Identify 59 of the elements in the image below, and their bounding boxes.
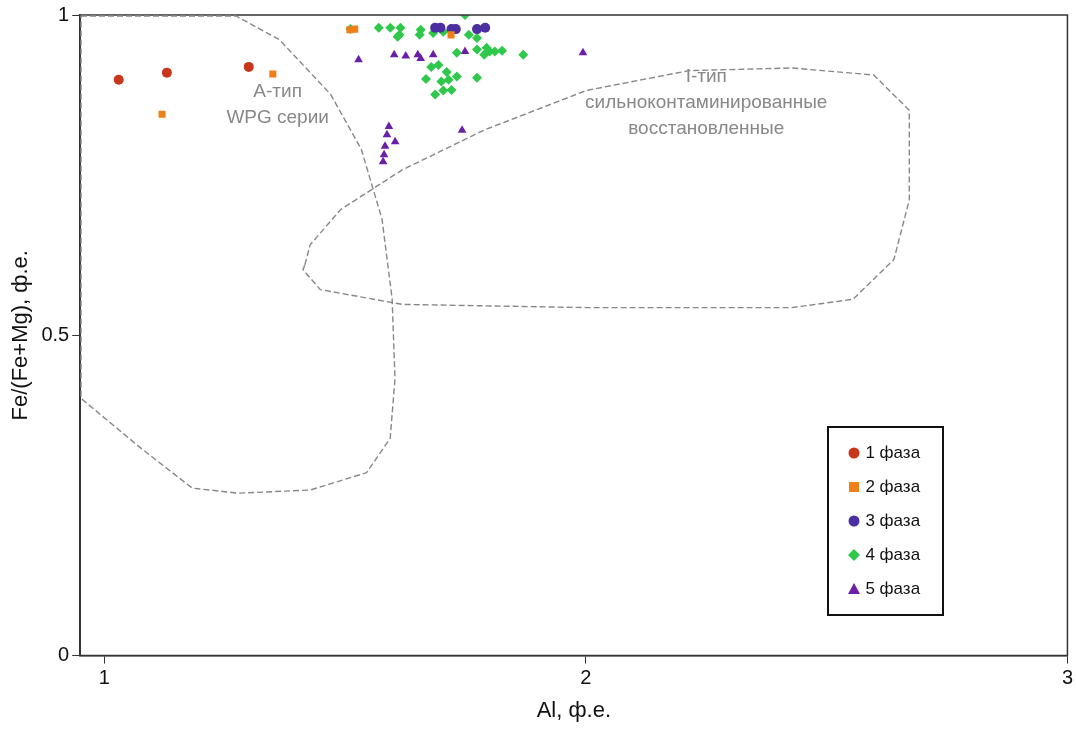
point xyxy=(438,85,449,96)
y-axis-title: Fe/(Fe+Mg), ф.е. xyxy=(7,250,33,421)
point xyxy=(518,49,529,60)
point xyxy=(451,71,462,82)
y-tick-label: 0.5 xyxy=(41,322,70,345)
y-tick-label: 1 xyxy=(58,2,70,25)
point xyxy=(497,45,508,56)
point xyxy=(578,47,588,56)
point xyxy=(113,74,124,85)
point xyxy=(472,24,483,35)
point xyxy=(436,76,447,87)
point xyxy=(416,53,426,62)
point xyxy=(430,89,441,100)
point xyxy=(378,156,388,165)
point xyxy=(472,33,483,44)
point xyxy=(158,110,166,118)
point xyxy=(354,54,363,63)
x-tick-label: 3 xyxy=(1061,666,1073,689)
point xyxy=(463,29,474,40)
point xyxy=(428,49,438,58)
point xyxy=(472,72,483,83)
point xyxy=(420,74,431,85)
point xyxy=(426,61,437,72)
x-tick-label: 2 xyxy=(580,666,592,689)
point xyxy=(447,31,455,39)
point xyxy=(451,47,462,58)
point xyxy=(401,51,411,59)
annotation: I-тип сильноконтаминированные восстановленные xyxy=(585,65,828,138)
point xyxy=(384,121,394,129)
point xyxy=(480,22,491,33)
point xyxy=(379,149,389,158)
point xyxy=(479,49,490,60)
point xyxy=(382,129,392,138)
y-tick-label: 0 xyxy=(58,643,70,666)
annotation: А-тип WPG серии xyxy=(226,79,329,127)
legend-label: 5 фаза xyxy=(865,578,921,599)
point xyxy=(389,49,399,58)
point xyxy=(441,67,452,78)
legend-label: 1 фаза xyxy=(865,442,921,463)
point xyxy=(373,22,384,33)
point xyxy=(472,44,483,55)
legend-label: 3 фаза xyxy=(865,510,921,531)
point xyxy=(433,59,444,70)
x-axis-title: Al, ф.е. xyxy=(536,696,611,722)
legend-label: 2 фаза xyxy=(865,476,921,497)
point xyxy=(380,141,390,149)
point xyxy=(457,125,467,133)
point xyxy=(161,67,172,78)
x-tick-label: 1 xyxy=(98,666,110,689)
point xyxy=(269,70,277,78)
point xyxy=(446,84,457,95)
point xyxy=(443,74,454,85)
point xyxy=(243,61,254,72)
point xyxy=(395,22,406,33)
point xyxy=(390,136,400,145)
point xyxy=(351,25,359,33)
point xyxy=(460,46,470,55)
point xyxy=(385,22,396,33)
legend-label: 4 фаза xyxy=(865,544,921,565)
